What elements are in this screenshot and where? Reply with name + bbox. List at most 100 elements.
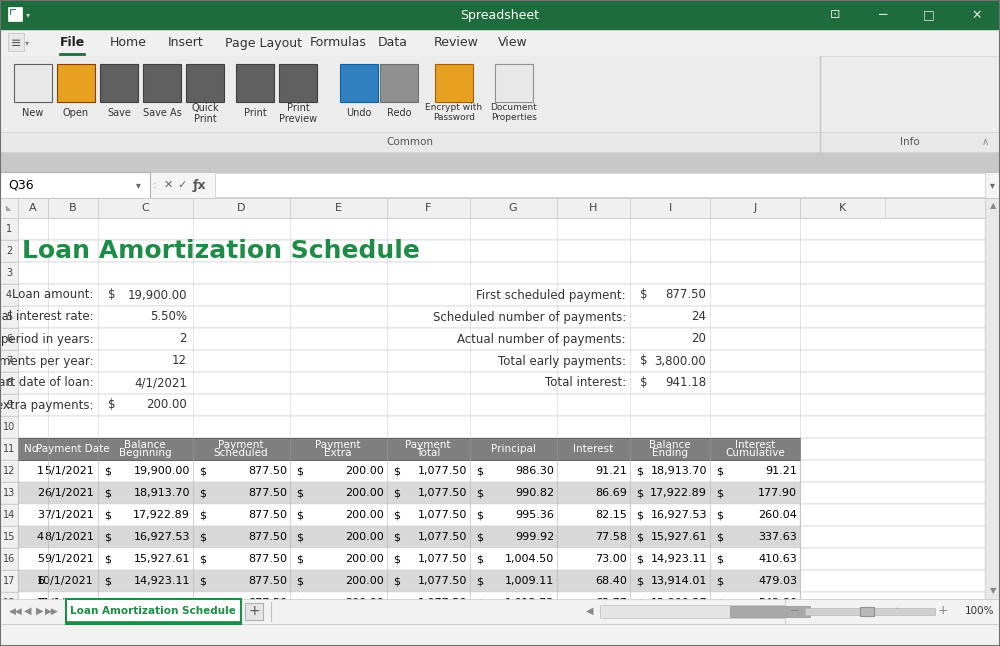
Text: C: C — [141, 203, 149, 213]
Bar — [18, 460, 985, 482]
Bar — [18, 372, 985, 394]
Text: Review: Review — [434, 37, 479, 50]
Text: 8: 8 — [6, 378, 12, 388]
Bar — [0, 198, 985, 218]
Text: Payment: Payment — [315, 439, 361, 450]
Bar — [11, 10, 14, 13]
Text: $: $ — [716, 598, 724, 608]
Bar — [18, 350, 985, 372]
Text: $: $ — [637, 598, 644, 608]
Bar — [730, 606, 810, 617]
Bar — [0, 328, 18, 350]
Text: $: $ — [637, 576, 644, 586]
Text: $: $ — [637, 532, 644, 542]
Text: 10/1/2021: 10/1/2021 — [37, 576, 94, 586]
Bar — [0, 172, 1000, 198]
Text: ◀◀: ◀◀ — [9, 607, 23, 616]
Bar — [8, 7, 22, 21]
Text: 77.58: 77.58 — [595, 532, 627, 542]
Text: 337.63: 337.63 — [758, 532, 797, 542]
Bar — [0, 372, 18, 394]
Text: 5: 5 — [37, 554, 44, 564]
Text: 999.92: 999.92 — [515, 532, 554, 542]
Bar — [18, 592, 800, 614]
Text: K: K — [838, 203, 846, 213]
Bar — [0, 172, 150, 198]
Bar — [8, 33, 24, 51]
Text: Principal: Principal — [491, 444, 535, 454]
Bar — [0, 56, 1000, 152]
Text: Data: Data — [378, 37, 408, 50]
Text: ƒx: ƒx — [193, 178, 207, 191]
Text: 86.69: 86.69 — [595, 488, 627, 498]
Text: $: $ — [637, 466, 644, 476]
Text: Open: Open — [63, 108, 89, 118]
Text: ∧: ∧ — [981, 137, 989, 147]
Text: Save As: Save As — [143, 108, 181, 118]
Text: $: $ — [104, 488, 112, 498]
Bar — [0, 460, 18, 482]
Text: 18,913.70: 18,913.70 — [134, 488, 190, 498]
Text: ◀: ◀ — [586, 606, 594, 616]
Text: 1,077.50: 1,077.50 — [418, 488, 467, 498]
Text: 6: 6 — [6, 334, 12, 344]
Text: ─: ─ — [790, 605, 798, 618]
Text: View: View — [498, 37, 528, 50]
Text: F: F — [425, 203, 431, 213]
Bar — [600, 605, 890, 618]
Text: $: $ — [477, 598, 484, 608]
Text: ▶: ▶ — [896, 606, 904, 616]
Text: 68.40: 68.40 — [595, 576, 627, 586]
Text: $: $ — [394, 532, 400, 542]
Bar — [0, 0, 1000, 30]
Text: $: $ — [394, 554, 400, 564]
Text: $: $ — [640, 355, 648, 368]
Text: 260.04: 260.04 — [758, 510, 797, 520]
Text: Properties: Properties — [491, 114, 537, 123]
Bar — [18, 482, 800, 504]
Text: 15,927.61: 15,927.61 — [650, 532, 707, 542]
Bar — [710, 438, 800, 460]
Text: 1,009.11: 1,009.11 — [505, 576, 554, 586]
Text: 13,914.01: 13,914.01 — [651, 576, 707, 586]
Text: 877.50: 877.50 — [248, 510, 287, 520]
Text: Payment: Payment — [218, 439, 264, 450]
Text: Payment: Payment — [405, 439, 451, 450]
Bar — [18, 262, 985, 284]
Text: 941.18: 941.18 — [665, 377, 706, 390]
Text: 1: 1 — [37, 466, 44, 476]
Text: Quick: Quick — [191, 103, 219, 113]
Text: 82.15: 82.15 — [595, 510, 627, 520]
Text: Insert: Insert — [168, 37, 204, 50]
Bar — [470, 438, 557, 460]
Text: 200.00: 200.00 — [345, 510, 384, 520]
Text: $: $ — [716, 554, 724, 564]
Text: Payment Date: Payment Date — [36, 444, 110, 454]
Text: ─: ─ — [878, 8, 886, 22]
Text: $: $ — [394, 510, 400, 520]
Text: 877.50: 877.50 — [665, 289, 706, 302]
Text: $: $ — [108, 399, 116, 412]
Bar — [0, 30, 1000, 56]
Bar — [630, 438, 710, 460]
Bar — [785, 599, 1000, 624]
Bar — [18, 438, 800, 460]
Text: New: New — [22, 108, 44, 118]
Text: 177.90: 177.90 — [758, 488, 797, 498]
Bar — [18, 570, 985, 592]
Text: 1: 1 — [6, 224, 12, 234]
Text: 410.63: 410.63 — [758, 554, 797, 564]
Text: $: $ — [296, 576, 304, 586]
Text: $: $ — [296, 466, 304, 476]
Text: Encrypt with: Encrypt with — [425, 103, 483, 112]
Text: Total interest:: Total interest: — [545, 377, 626, 390]
Bar — [186, 64, 224, 102]
Text: Loan Amortization Schedule: Loan Amortization Schedule — [22, 239, 420, 263]
Bar — [18, 198, 48, 218]
Text: $: $ — [200, 554, 207, 564]
Text: 19,900.00: 19,900.00 — [134, 466, 190, 476]
Bar — [98, 198, 193, 218]
Text: 2: 2 — [6, 246, 12, 256]
Bar — [985, 198, 1000, 599]
Text: 3: 3 — [37, 510, 44, 520]
